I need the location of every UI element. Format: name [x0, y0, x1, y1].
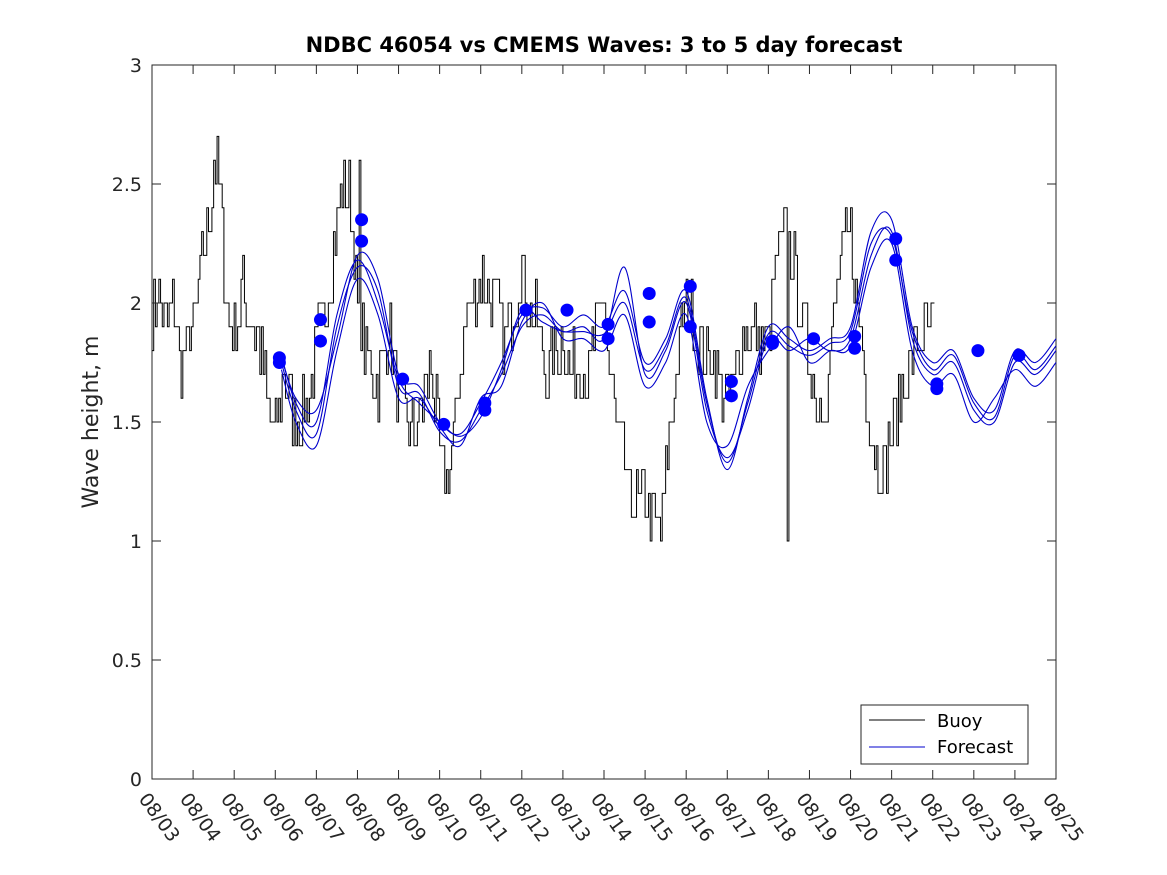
forecast-marker [519, 303, 533, 317]
forecast-marker [1012, 348, 1026, 362]
plot-area [151, 64, 1057, 780]
y-tick-label: 3 [130, 55, 142, 77]
x-tick-label: 08/18 [750, 789, 800, 846]
x-tick-label: 08/05 [216, 789, 266, 846]
forecast-marker [355, 213, 369, 227]
y-tick-label: 1.5 [112, 412, 142, 434]
forecast-marker [765, 334, 779, 348]
forecast-marker [642, 286, 656, 300]
x-tick-label: 08/12 [504, 789, 554, 846]
x-tick-label: 08/09 [381, 789, 431, 846]
forecast-marker [724, 375, 738, 389]
y-tick-label: 2.5 [112, 174, 142, 196]
x-tick-label: 08/10 [422, 789, 472, 846]
legend-forecast-label: Forecast [937, 737, 1013, 758]
legend-box [860, 704, 1029, 765]
forecast-marker [601, 332, 615, 346]
y-tick-label: 2 [130, 293, 142, 315]
x-tick-label: 08/25 [1038, 789, 1088, 846]
forecast-marker [889, 232, 903, 246]
x-tick-label: 08/21 [874, 789, 924, 846]
x-tick-label: 08/19 [791, 789, 841, 846]
x-tick-label: 08/04 [175, 789, 225, 846]
forecast-marker [396, 372, 410, 386]
forecast-line-4 [280, 227, 1057, 464]
forecast-marker [313, 313, 327, 327]
buoy-line [152, 135, 935, 542]
legend-buoy-label: Buoy [937, 711, 983, 732]
x-tick-label: 08/23 [956, 789, 1006, 846]
forecast-marker [683, 279, 697, 293]
x-tick-label: 08/11 [463, 789, 513, 846]
forecast-line-3 [280, 238, 1057, 450]
forecast-marker [724, 389, 738, 403]
x-tick-label: 08/03 [134, 789, 184, 846]
forecast-marker [683, 320, 697, 334]
x-tick-label: 08/15 [627, 789, 677, 846]
x-tick-label: 08/17 [709, 789, 759, 846]
forecast-marker [807, 332, 821, 346]
x-tick-label: 08/08 [339, 789, 389, 846]
forecast-line-2 [280, 226, 1057, 459]
forecast-marker [601, 317, 615, 331]
forecast-marker [272, 356, 286, 369]
x-tick-label: 08/13 [545, 789, 595, 846]
x-tick-label: 08/07 [298, 789, 348, 846]
x-tick-label: 08/20 [833, 789, 883, 846]
x-tick-label: 08/14 [586, 789, 636, 846]
forecast-marker [848, 329, 862, 343]
x-tick-label: 08/24 [997, 789, 1047, 846]
x-tick-label: 08/22 [915, 789, 965, 846]
forecast-marker [437, 417, 451, 431]
forecast-marker [889, 253, 903, 267]
x-tick-label: 08/16 [668, 789, 718, 846]
y-tick-label: 1 [130, 531, 142, 553]
y-tick-label: 0.5 [112, 650, 142, 672]
x-tick-label: 08/06 [257, 789, 307, 846]
y-axis-label: Wave height, m [79, 336, 104, 509]
forecast-marker [971, 344, 985, 358]
forecast-marker [478, 403, 492, 417]
chart-title: NDBC 46054 vs CMEMS Waves: 3 to 5 day fo… [306, 33, 903, 57]
forecast-marker [642, 315, 656, 329]
legend: Buoy Forecast [860, 704, 1029, 765]
forecast-marker [355, 234, 369, 248]
forecast-marker [313, 334, 327, 348]
forecast-marker [560, 303, 574, 317]
forecast-marker [848, 341, 862, 355]
series-layer [152, 135, 1057, 542]
forecast-marker [930, 377, 944, 391]
y-tick-label: 0 [130, 769, 142, 791]
